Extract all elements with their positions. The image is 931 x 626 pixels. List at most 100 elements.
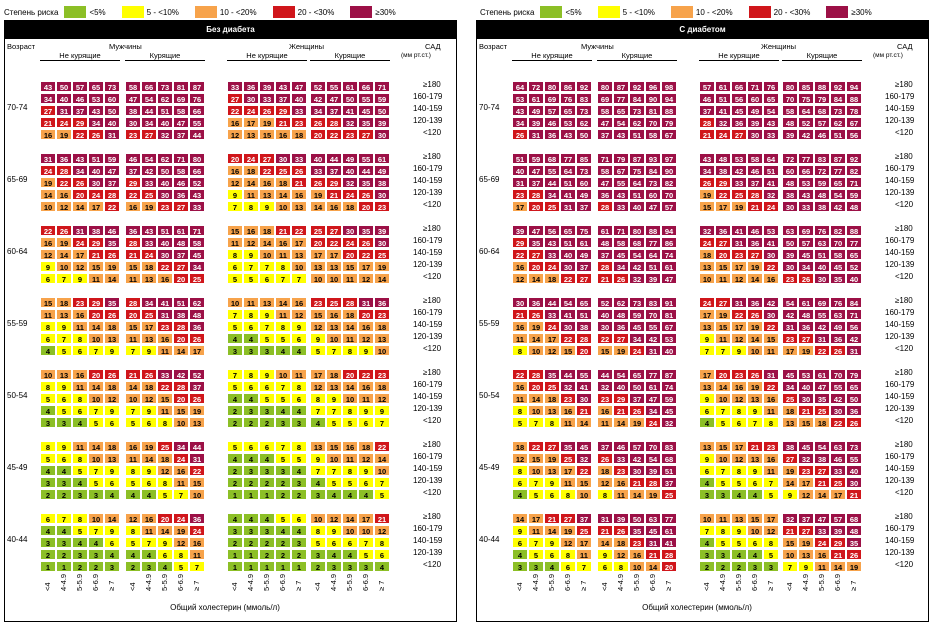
risk-cell: 8 bbox=[544, 417, 560, 428]
risk-cell: 56 bbox=[846, 129, 862, 140]
risk-cell: 11 bbox=[291, 369, 307, 380]
risk-cell: 2 bbox=[125, 561, 141, 572]
risk-cell: 14 bbox=[88, 381, 104, 392]
risk-cell: 4 bbox=[243, 513, 259, 524]
risk-cell: 10 bbox=[374, 465, 390, 476]
risk-cell: 34 bbox=[40, 93, 56, 104]
risk-cell: 22 bbox=[56, 177, 72, 188]
risk-cell: 84 bbox=[629, 93, 645, 104]
risk-cell: 21 bbox=[798, 405, 814, 416]
sad-label: 140-159 bbox=[413, 104, 443, 113]
age-header: Возраст bbox=[7, 42, 36, 51]
risk-cell: 10 bbox=[326, 273, 342, 284]
risk-cell: 62 bbox=[157, 93, 173, 104]
legend-swatch bbox=[350, 6, 373, 18]
risk-cell: 28 bbox=[125, 237, 141, 248]
risk-cell: 9 bbox=[227, 189, 243, 200]
risk-cell: 36 bbox=[846, 405, 862, 416]
sad-label: 120-139 bbox=[885, 404, 915, 413]
risk-cell: 34 bbox=[310, 105, 326, 116]
risk-cell: 32 bbox=[715, 117, 731, 128]
risk-cell: 20 bbox=[661, 561, 677, 572]
risk-cell: 42 bbox=[830, 201, 846, 212]
risk-cell: 19 bbox=[141, 201, 157, 212]
risk-cell: 6 bbox=[747, 477, 763, 488]
risk-cell: 66 bbox=[189, 165, 205, 176]
risk-cell: 48 bbox=[597, 237, 613, 248]
risk-cell: 2 bbox=[227, 405, 243, 416]
risk-cell: 30 bbox=[374, 129, 390, 140]
risk-cell: 29 bbox=[326, 177, 342, 188]
risk-cell: 26 bbox=[88, 129, 104, 140]
risk-cell: 4 bbox=[40, 405, 56, 416]
x-axis-title: Общий холестерин (ммоль/л) bbox=[170, 603, 280, 612]
risk-cell: 2 bbox=[715, 561, 731, 572]
risk-cell: 37 bbox=[189, 381, 205, 392]
risk-cell: 39 bbox=[645, 465, 661, 476]
risk-cell: 48 bbox=[814, 189, 830, 200]
risk-cell: 79 bbox=[814, 93, 830, 104]
risk-cell: 14 bbox=[310, 201, 326, 212]
risk-cell: 72 bbox=[814, 165, 830, 176]
risk-cell: 8 bbox=[560, 549, 576, 560]
risk-cell: 28 bbox=[326, 117, 342, 128]
subgroup-header: Не курящие bbox=[40, 51, 120, 61]
risk-cell: 6 bbox=[104, 477, 120, 488]
risk-cell: 37 bbox=[326, 165, 342, 176]
risk-cell: 45 bbox=[576, 441, 592, 452]
risk-cell: 37 bbox=[661, 477, 677, 488]
risk-cell: 16 bbox=[227, 165, 243, 176]
risk-cell: 16 bbox=[40, 129, 56, 140]
risk-cell: 31 bbox=[104, 129, 120, 140]
risk-cell: 88 bbox=[846, 225, 862, 236]
risk-cell: 2 bbox=[227, 537, 243, 548]
risk-cell: 15 bbox=[715, 321, 731, 332]
risk-cell: 62 bbox=[576, 117, 592, 128]
risk-cell: 29 bbox=[125, 177, 141, 188]
sad-label: <120 bbox=[423, 416, 442, 425]
risk-cell: 14 bbox=[56, 249, 72, 260]
risk-cell: 39 bbox=[528, 117, 544, 128]
risk-cell: 21 bbox=[830, 549, 846, 560]
risk-cell: 1 bbox=[227, 561, 243, 572]
risk-cell: 55 bbox=[576, 369, 592, 380]
risk-cell: 8 bbox=[763, 537, 779, 548]
risk-cell: 30 bbox=[798, 393, 814, 404]
risk-cell: 53 bbox=[512, 93, 528, 104]
risk-cell: 67 bbox=[846, 117, 862, 128]
risk-cell: 20 bbox=[358, 309, 374, 320]
risk-cell: 54 bbox=[629, 249, 645, 260]
risk-cell: 13 bbox=[243, 129, 259, 140]
risk-cell: 35 bbox=[358, 225, 374, 236]
risk-cell: 4 bbox=[699, 417, 715, 428]
sad-label: ≥180 bbox=[895, 512, 913, 521]
risk-cell: 51 bbox=[629, 129, 645, 140]
risk-cell: 9 bbox=[782, 489, 798, 500]
risk-cell: 10 bbox=[88, 333, 104, 344]
risk-cell: 39 bbox=[374, 117, 390, 128]
risk-cell: 79 bbox=[613, 153, 629, 164]
risk-cell: 52 bbox=[310, 81, 326, 92]
risk-cell: 16 bbox=[173, 465, 189, 476]
risk-cell: 51 bbox=[645, 261, 661, 272]
risk-cell: 64 bbox=[629, 177, 645, 188]
risk-cell: 11 bbox=[528, 525, 544, 536]
risk-cell: 39 bbox=[645, 273, 661, 284]
risk-cell: 20 bbox=[342, 249, 358, 260]
risk-cell: 35 bbox=[358, 177, 374, 188]
risk-cell: 21 bbox=[645, 549, 661, 560]
risk-cell: 59 bbox=[846, 189, 862, 200]
risk-cell: 50 bbox=[846, 393, 862, 404]
risk-cell: 41 bbox=[560, 189, 576, 200]
risk-cell: 74 bbox=[661, 249, 677, 260]
risk-cell: 51 bbox=[512, 153, 528, 164]
risk-cell: 17 bbox=[731, 321, 747, 332]
risk-cell: 31 bbox=[731, 297, 747, 308]
risk-cell: 19 bbox=[846, 561, 862, 572]
risk-cell: 17 bbox=[715, 201, 731, 212]
risk-cell: 32 bbox=[661, 417, 677, 428]
sad-header: САД bbox=[425, 42, 441, 51]
risk-cell: 22 bbox=[125, 189, 141, 200]
risk-cell: 58 bbox=[597, 165, 613, 176]
risk-cell: 30 bbox=[763, 309, 779, 320]
